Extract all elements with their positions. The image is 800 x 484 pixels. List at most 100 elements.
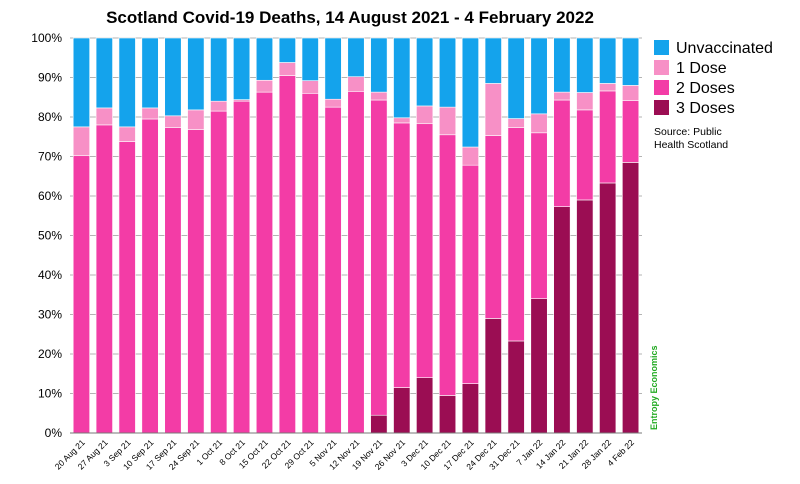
- bar-segment-3-doses: [416, 377, 434, 434]
- y-tick-label: 50%: [38, 229, 62, 243]
- y-tick-label: 30%: [38, 308, 62, 322]
- y-tick-label: 40%: [38, 268, 62, 282]
- bar-segment-3-doses: [553, 206, 571, 434]
- bar-segment-2-doses: [301, 93, 319, 434]
- y-tick-label: 60%: [38, 189, 62, 203]
- bar-segment-1-dose: [393, 117, 411, 124]
- legend-swatch-1-dose: [654, 60, 669, 75]
- bar-segment-2-doses: [484, 135, 502, 319]
- bar-segment-3-doses: [438, 395, 457, 434]
- y-tick-label: 70%: [38, 150, 62, 164]
- credit-label: Entropy Economics: [649, 345, 659, 430]
- bar-segment-unvaccinated: [233, 37, 251, 100]
- bar-segment-2-doses: [141, 118, 159, 434]
- bar-segment-1-dose: [187, 109, 205, 130]
- bar-segment-1-dose: [164, 115, 182, 128]
- bar-segment-2-doses: [576, 109, 594, 201]
- legend-label: 3 Doses: [676, 100, 735, 117]
- bar-segment-unvaccinated: [461, 37, 479, 148]
- bar-segment-3-doses: [393, 387, 411, 434]
- y-tick-label: 0%: [45, 426, 63, 440]
- bar-segment-2-doses: [553, 99, 571, 207]
- y-tick-label: 80%: [38, 110, 62, 124]
- bar-segment-1-dose: [576, 92, 594, 111]
- bar-segment-unvaccinated: [255, 37, 274, 81]
- bar-segment-1-dose: [416, 105, 434, 125]
- bar-segment-1-dose: [461, 146, 479, 166]
- bar-segment-unvaccinated: [72, 37, 90, 128]
- bar-segment-1-dose: [95, 107, 113, 126]
- source-note: Source: Public: [654, 126, 722, 138]
- bar-segment-unvaccinated: [95, 37, 113, 109]
- bar-segment-2-doses: [530, 132, 548, 299]
- bar-segment-2-doses: [324, 106, 342, 434]
- bar-segment-1-dose: [347, 76, 365, 92]
- legend-swatch-unvaccinated: [654, 40, 669, 55]
- bar-segment-2-doses: [72, 155, 90, 434]
- bar-segment-1-dose: [210, 100, 228, 112]
- bar-segment-2-doses: [164, 127, 182, 434]
- bar-segment-unvaccinated: [599, 37, 617, 84]
- bars: [72, 37, 640, 434]
- legend: Unvaccinated 1 Dose 2 Doses 3 Doses Source: …: [649, 40, 773, 430]
- bar-segment-unvaccinated: [438, 37, 457, 108]
- bar-segment-2-doses: [438, 134, 457, 396]
- bar-segment-unvaccinated: [370, 37, 388, 93]
- bar-segment-3-doses: [599, 182, 617, 434]
- source-note: Health Scotland: [654, 139, 728, 151]
- bar-segment-1-dose: [438, 106, 457, 136]
- chart-title: Scotland Covid-19 Deaths, 14 August 2021…: [106, 8, 594, 27]
- y-tick-label: 100%: [31, 31, 62, 45]
- bar-segment-1-dose: [118, 126, 136, 142]
- bar-segment-1-dose: [72, 126, 90, 157]
- bar-segment-2-doses: [233, 100, 251, 434]
- bar-segment-2-doses: [622, 100, 640, 163]
- bar-segment-unvaccinated: [301, 37, 319, 81]
- bar-segment-3-doses: [576, 199, 594, 434]
- bar-segment-unvaccinated: [324, 37, 342, 100]
- bar-segment-2-doses: [393, 122, 411, 388]
- bar-segment-1-dose: [370, 91, 388, 101]
- bar-segment-2-doses: [347, 91, 365, 434]
- bar-segment-1-dose: [278, 62, 296, 76]
- legend-label: 2 Doses: [676, 80, 735, 97]
- legend-label: Unvaccinated: [676, 40, 773, 57]
- bar-segment-3-doses: [370, 414, 388, 434]
- bar-segment-2-doses: [461, 164, 479, 384]
- bar-segment-3-doses: [622, 162, 640, 434]
- bar-segment-3-doses: [484, 318, 502, 434]
- bar-segment-2-doses: [95, 124, 113, 434]
- bar-segment-unvaccinated: [347, 37, 365, 78]
- bar-segment-unvaccinated: [622, 37, 640, 86]
- y-tick-label: 10%: [38, 387, 62, 401]
- legend-swatch-3-doses: [654, 100, 669, 115]
- bar-segment-1-dose: [599, 83, 617, 92]
- bar-segment-1-dose: [301, 80, 319, 94]
- bar-segment-1-dose: [324, 98, 342, 108]
- bar-segment-2-doses: [507, 127, 525, 342]
- y-tick-label: 90%: [38, 71, 62, 85]
- bar-segment-unvaccinated: [416, 37, 434, 107]
- bar-segment-1-dose: [255, 79, 274, 93]
- bar-segment-2-doses: [118, 141, 136, 434]
- bar-segment-1-dose: [507, 118, 525, 128]
- bar-segment-unvaccinated: [164, 37, 182, 117]
- bar-segment-1-dose: [622, 85, 640, 101]
- bar-segment-unvaccinated: [141, 37, 159, 109]
- bar-segment-2-doses: [599, 90, 617, 184]
- bar-segment-unvaccinated: [484, 37, 502, 84]
- bar-segment-3-doses: [461, 383, 479, 434]
- bar-segment-1-dose: [553, 91, 571, 101]
- bar-segment-2-doses: [210, 110, 228, 434]
- bar-segment-1-dose: [484, 83, 502, 136]
- bar-segment-unvaccinated: [553, 37, 571, 93]
- bar-segment-1-dose: [141, 107, 159, 120]
- bar-segment-unvaccinated: [278, 37, 296, 63]
- bar-segment-2-doses: [416, 123, 434, 378]
- bar-segment-1-dose: [530, 113, 548, 134]
- legend-swatch-2-doses: [654, 80, 669, 95]
- bar-segment-3-doses: [530, 298, 548, 434]
- bar-segment-unvaccinated: [210, 37, 228, 102]
- bar-segment-unvaccinated: [187, 37, 205, 111]
